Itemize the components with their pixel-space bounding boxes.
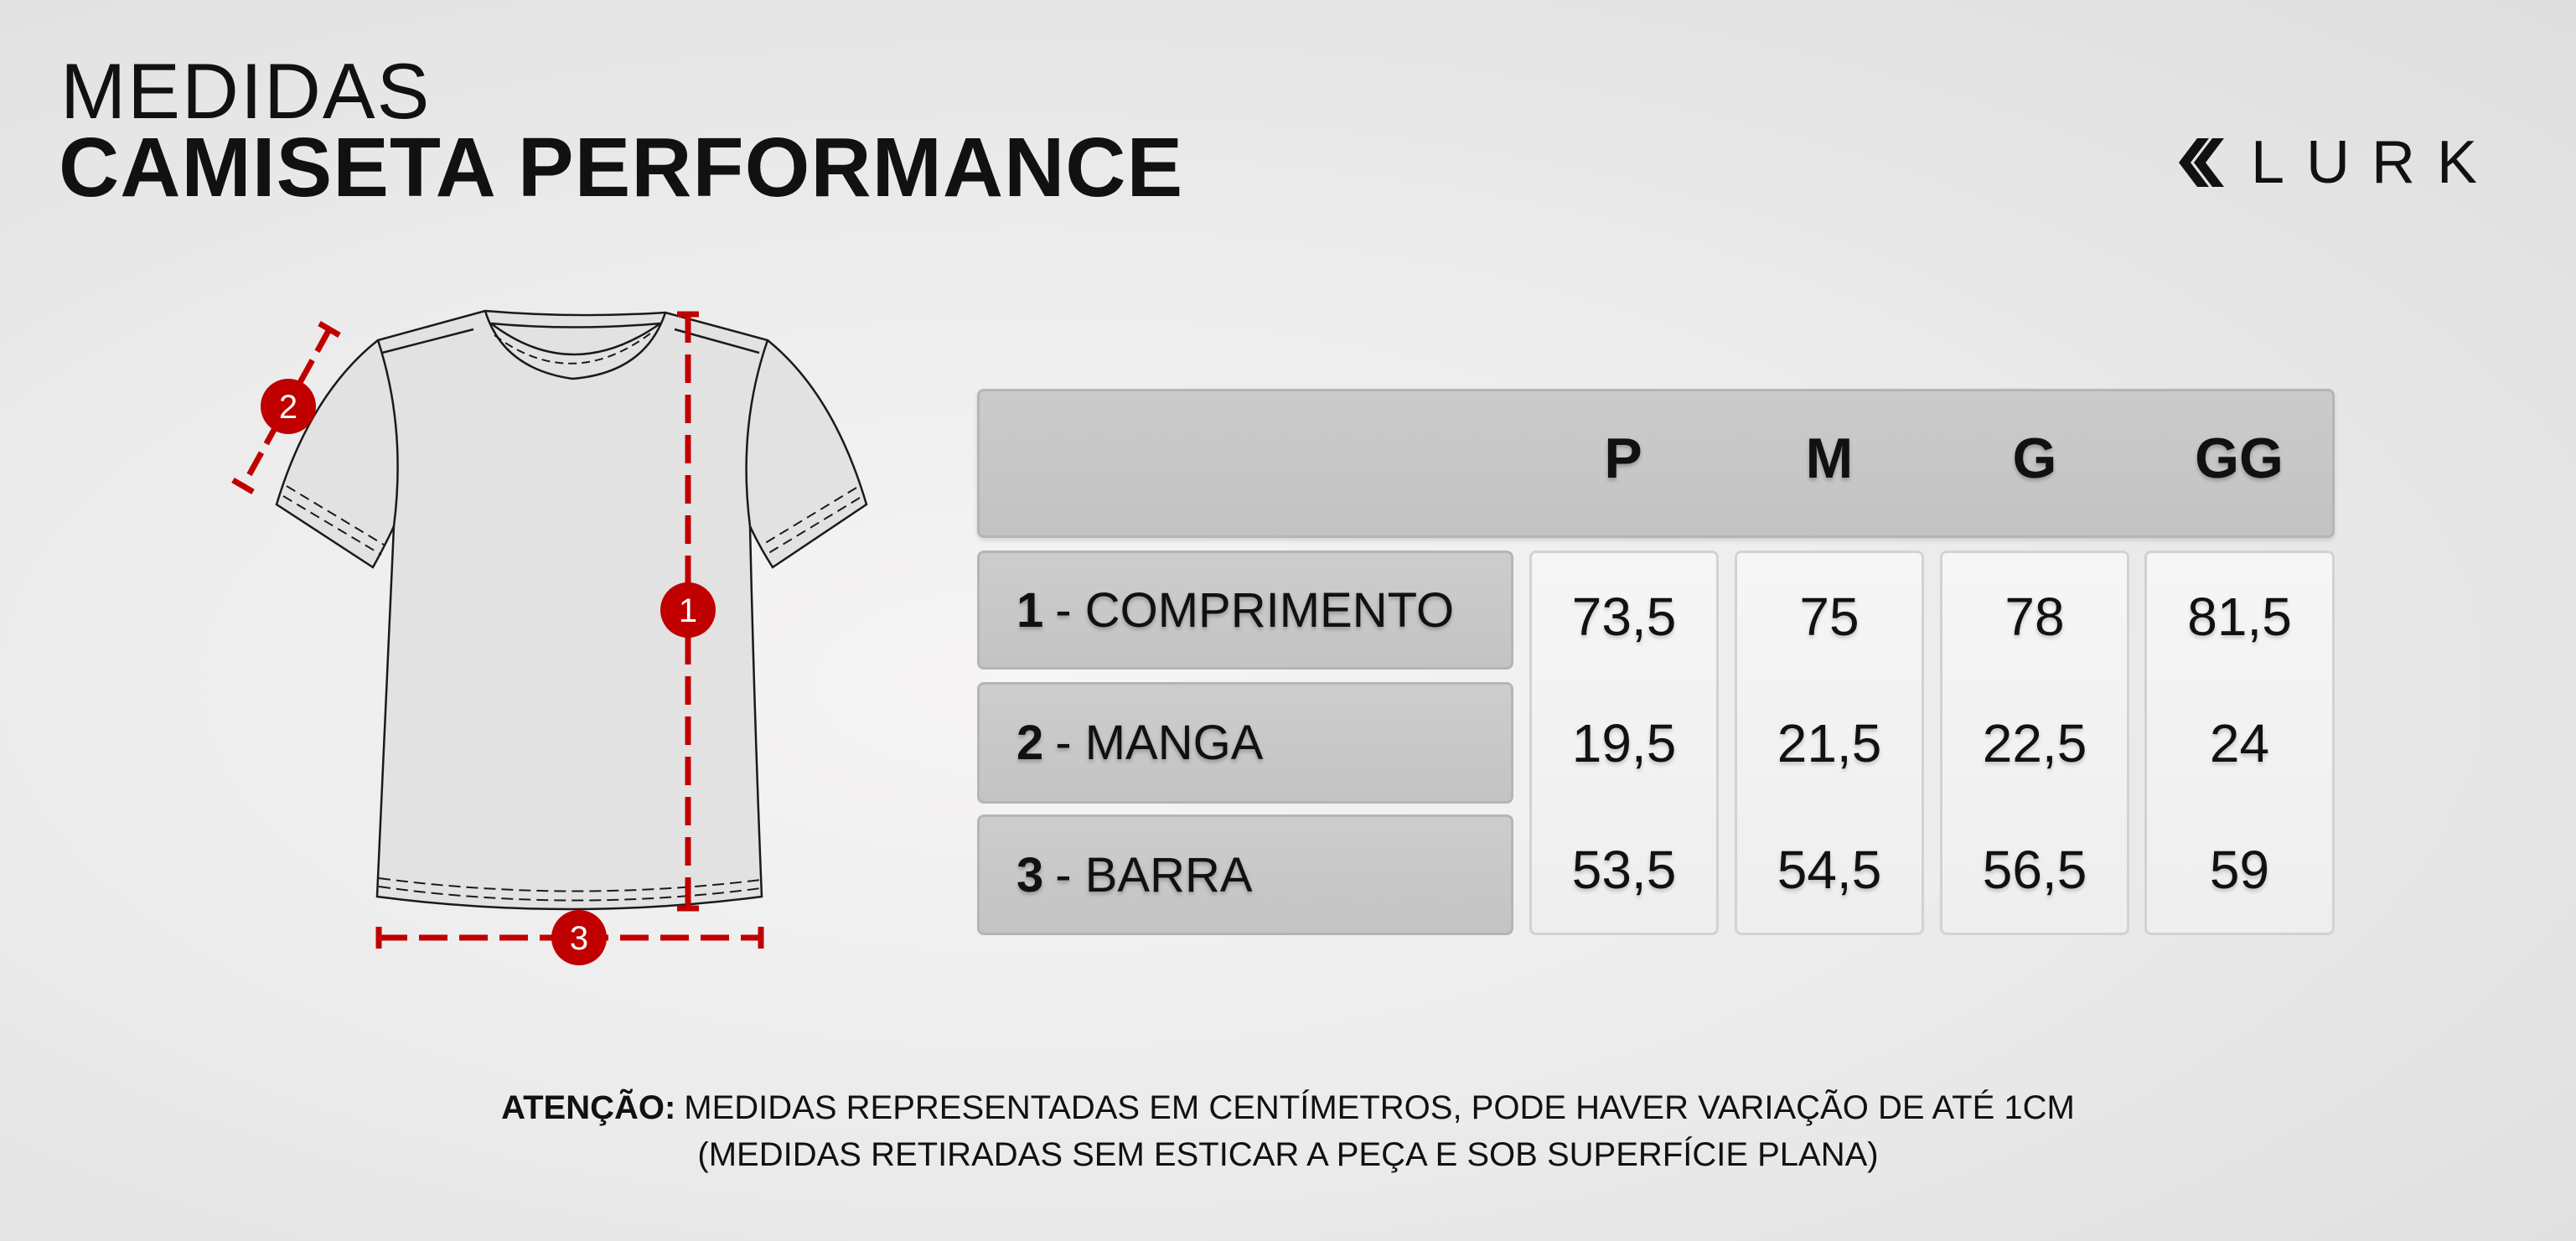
table-cell: 24 xyxy=(2209,712,2270,773)
table-cell: 75 xyxy=(1799,586,1860,647)
row-label-manga: 2- MANGA xyxy=(977,682,1513,804)
note-line1: MEDIDAS REPRESENTADAS EM CENTÍMETROS, PO… xyxy=(684,1089,2075,1126)
row-label-comprimento: 1- COMPRIMENTO xyxy=(977,551,1513,670)
table-header xyxy=(977,389,2335,538)
column-m: 75 21,5 54,5 xyxy=(1735,551,1924,935)
page-title-line1: MEDIDAS xyxy=(60,47,432,135)
column-gg: 81,5 24 59 xyxy=(2144,551,2335,935)
brand-name: LURK xyxy=(2251,129,2500,196)
marker-1: 1 xyxy=(660,582,716,638)
table-cell: 73,5 xyxy=(1571,586,1677,647)
shirt-diagram: 1 2 3 xyxy=(231,309,868,965)
column-p: 73,5 19,5 53,5 xyxy=(1529,551,1719,935)
column-g: 78 22,5 56,5 xyxy=(1940,551,2129,935)
table-cell: 54,5 xyxy=(1777,839,1882,900)
table-cell: 21,5 xyxy=(1777,712,1882,773)
note-label: ATENÇÃO: xyxy=(501,1089,676,1126)
table-cell: 59 xyxy=(2209,839,2270,900)
table-cell: 78 xyxy=(2004,586,2065,647)
table-cell: 53,5 xyxy=(1571,839,1677,900)
svg-text:1: 1 xyxy=(679,592,697,629)
page-title-line2: CAMISETA PERFORMANCE xyxy=(59,121,1184,215)
svg-text:2: 2 xyxy=(279,389,297,426)
attention-note: ATENÇÃO: MEDIDAS REPRESENTADAS EM CENTÍME… xyxy=(0,1084,2576,1178)
size-header-g: G xyxy=(2012,427,2057,490)
shirt-outline xyxy=(275,309,868,911)
table-cell: 81,5 xyxy=(2187,586,2292,647)
brand-logo: LURK xyxy=(2179,132,2499,193)
table-cell: 19,5 xyxy=(1571,712,1677,773)
row-label-barra: 3- BARRA xyxy=(977,814,1513,935)
note-line2: (MEDIDAS RETIRADAS SEM ESTICAR A PEÇA E … xyxy=(697,1136,1879,1173)
svg-text:3: 3 xyxy=(570,920,588,957)
table-cell: 22,5 xyxy=(1982,712,2087,773)
table-cell: 56,5 xyxy=(1982,839,2087,900)
size-header-m: M xyxy=(1805,427,1854,490)
size-header-p: P xyxy=(1604,427,1642,490)
size-header-gg: GG xyxy=(2195,427,2284,490)
marker-2: 2 xyxy=(261,379,316,434)
double-chevron-left-icon xyxy=(2179,138,2224,187)
marker-3: 3 xyxy=(551,910,607,965)
